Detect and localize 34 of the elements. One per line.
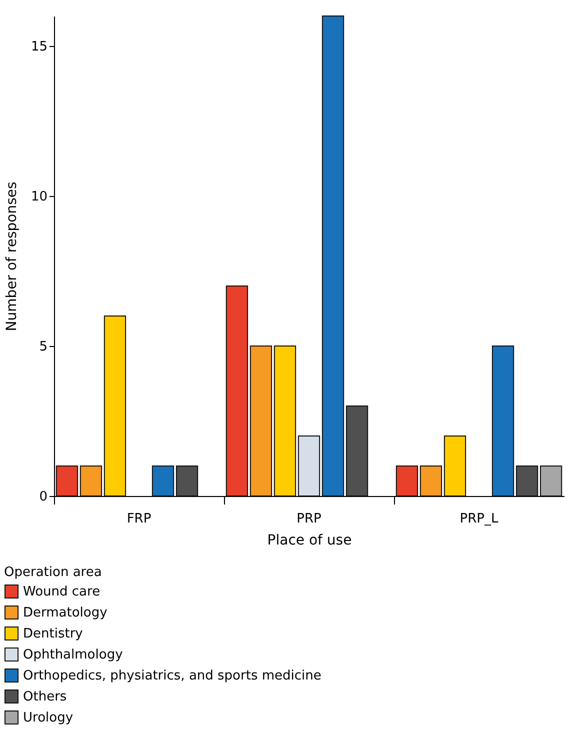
bar [176,466,198,496]
legend-label: Wound care [23,584,100,600]
bar [444,436,466,496]
y-tick-label: 15 [30,40,48,54]
y-axis-title: Number of responses [4,182,20,332]
bar [516,466,538,496]
legend-label: Urology [23,710,74,726]
x-tick-label: PRP [296,512,322,526]
bar [420,466,442,496]
x-tick-label: PRP_L [460,512,499,526]
legend-label: Dermatology [23,606,108,620]
bar [104,316,126,496]
legend-title: Operation area [4,565,102,580]
bar [322,16,344,496]
y-tick-label: 0 [39,490,48,504]
y-tick-label: 10 [30,190,48,204]
bar [396,466,418,496]
bar [274,346,296,496]
bar [346,406,368,496]
bar [492,346,514,496]
bar [298,436,320,496]
legend-label: Others [23,690,67,704]
bar [226,286,248,496]
legend-label: Dentistry [23,626,84,642]
bar [250,346,272,496]
bar [152,466,174,496]
legend-label: Orthopedics, physiatrics, and sports medicine [23,668,322,684]
legend-label: Ophthalmology [23,648,124,662]
bar [540,466,562,496]
bar [56,466,78,496]
y-tick-label: 5 [39,340,48,354]
bar [80,466,102,496]
x-tick-label: FRP [126,512,152,526]
x-axis-title: Place of use [267,532,352,548]
